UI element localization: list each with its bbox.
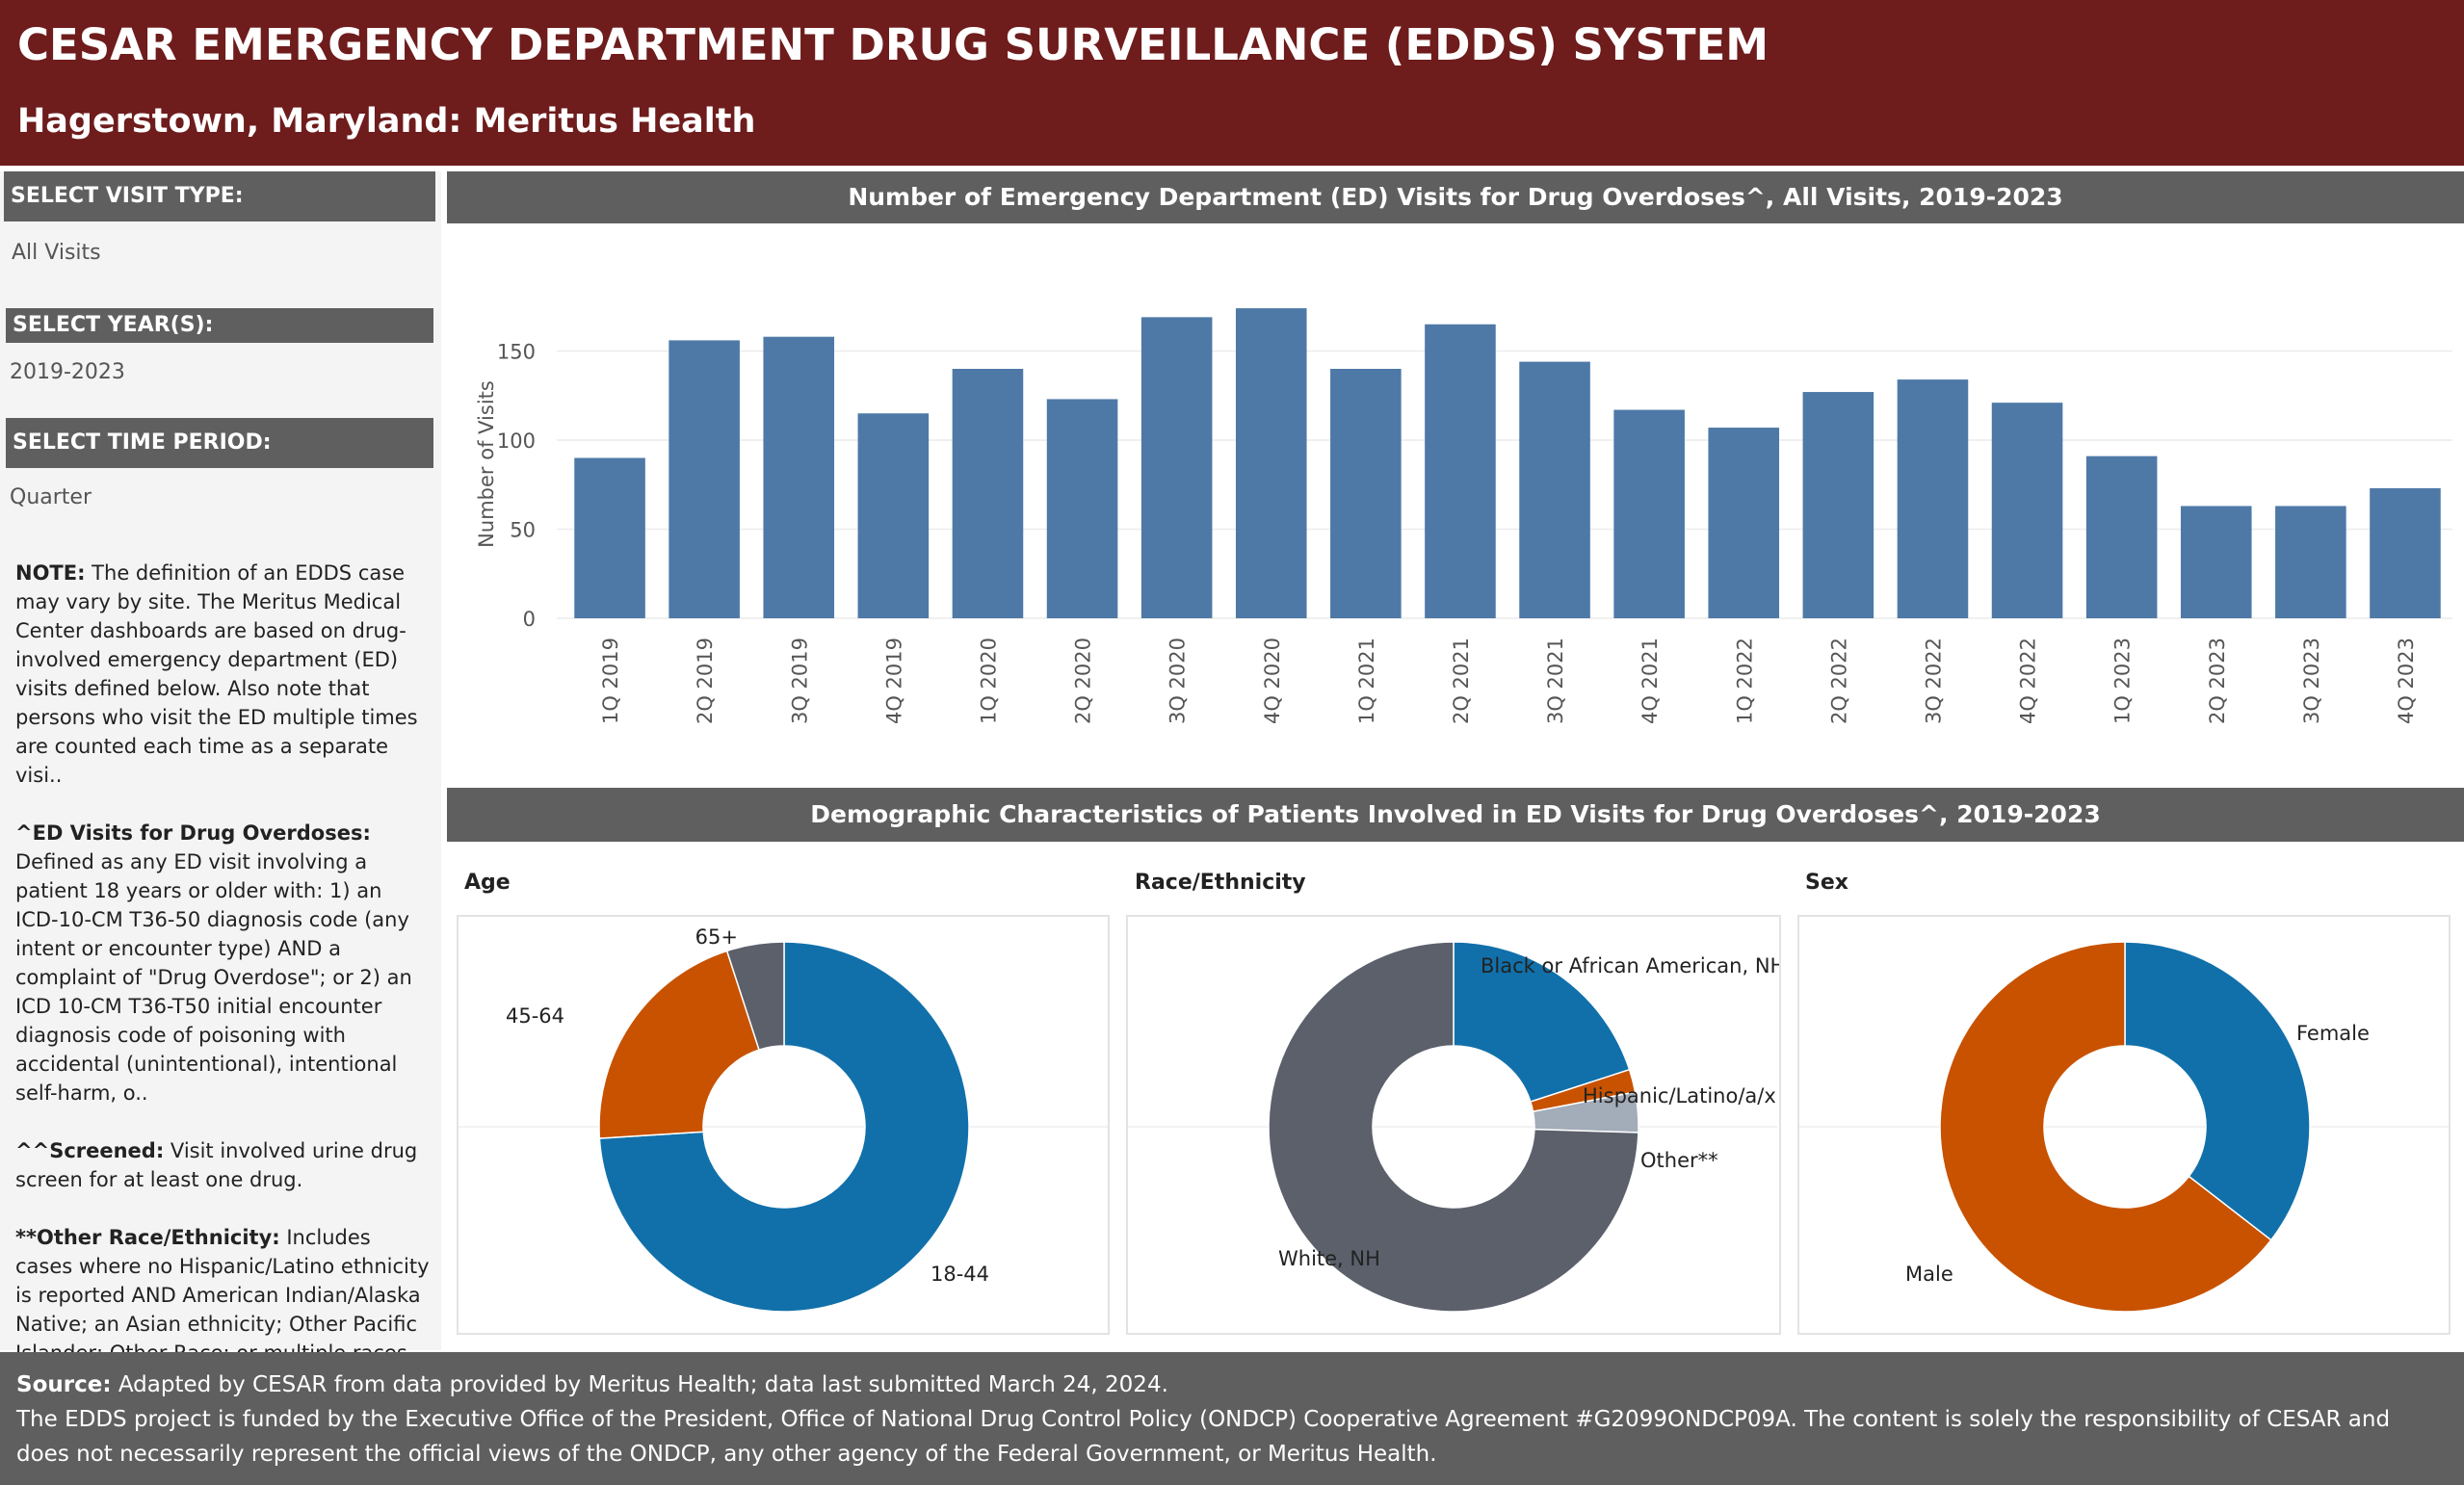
y-tick-label: 150 [497,341,536,364]
bar[interactable] [2180,506,2252,618]
visit-type-label: SELECT VISIT TYPE: [4,171,435,221]
sex-chart-label: Sex [1805,871,1848,895]
header-banner: CESAR EMERGENCY DEPARTMENT DRUG SURVEILL… [0,0,2464,166]
pie-slice[interactable] [1939,941,2272,1313]
years-label: SELECT YEAR(S): [6,308,433,343]
slice-label: Male [1905,1263,1953,1286]
age-chart-label: Age [464,871,511,895]
x-tick-label: 1Q 2019 [599,638,622,724]
bar[interactable] [1235,308,1307,618]
page-subtitle: Hagerstown, Maryland: Meritus Health [17,102,756,141]
x-tick-label: 1Q 2023 [2111,638,2135,724]
x-tick-label: 3Q 2021 [1544,638,1567,724]
slice-label: 18-44 [931,1263,989,1286]
slice-label: Female [2296,1022,2370,1045]
slice-label: Black or African American, NH [1481,954,1779,977]
slice-label: 45-64 [506,1004,564,1028]
pie-slice[interactable] [725,941,785,1052]
bar[interactable] [952,369,1024,618]
slice-label: Hispanic/Latino/a/x [1583,1084,1776,1107]
race-chart-label: Race/Ethnicity [1135,871,1306,895]
sex-donut-chart: Female Male [1799,941,2449,1313]
slice-label: Other** [1640,1149,1718,1172]
race-donut-chart: Black or African American, NH Hispanic/La… [1128,941,1785,1313]
footer: Source: Adapted by CESAR from data provi… [0,1352,2464,1485]
bar[interactable] [2370,487,2441,618]
bar[interactable] [1425,324,1496,618]
slice-label: White, NH [1278,1247,1380,1270]
pie-slice[interactable] [598,950,760,1139]
pie-slice[interactable] [2124,941,2311,1241]
x-tick-label: 3Q 2022 [1922,638,1945,724]
funding-note: The EDDS project is funded by the Execut… [16,1407,2391,1467]
x-tick-label: 1Q 2020 [977,638,1000,724]
race-chart-frame: Black or African American, NH Hispanic/La… [1126,915,1785,1335]
pie-slice[interactable] [598,941,970,1313]
bar[interactable] [1991,403,2063,618]
pie-slice[interactable] [1268,941,1639,1313]
x-tick-label: 2Q 2020 [1072,638,1095,724]
definitions-notes: NOTE: The definition of an EDDS case may… [15,559,430,1425]
age-chart-frame: 18-44 45-64 65+ [457,915,1110,1335]
sidebar [0,171,441,1350]
bar[interactable] [763,336,835,618]
x-tick-label: 3Q 2023 [2300,638,2323,724]
x-tick-label: 1Q 2022 [1733,638,1756,724]
note-paragraph: ^ED Visits for Drug Overdoses: Defined a… [15,821,412,1105]
x-tick-label: 4Q 2020 [1261,638,1284,724]
y-axis-label: Number of Visits [475,380,498,548]
bar[interactable] [1897,379,1969,618]
note-paragraph: NOTE: The definition of an EDDS case may… [15,561,418,787]
y-tick-label: 100 [497,430,536,453]
demographics-title: Demographic Characteristics of Patients … [447,788,2464,842]
x-tick-label: 4Q 2021 [1638,638,1662,724]
visit-type-select[interactable]: All Visits [12,241,101,265]
bar-chart: 0 50 100 150 Number of Visits 1Q 2019 2Q 2019 3… [475,308,2452,724]
bar[interactable] [857,413,930,618]
bar[interactable] [574,457,645,619]
x-tick-label: 2Q 2022 [1827,638,1850,724]
bar[interactable] [1140,317,1213,618]
age-donut-chart: 18-44 45-64 65+ [459,925,1108,1313]
x-tick-label: 2Q 2021 [1450,638,1473,724]
source-note: Source: Adapted by CESAR from data provi… [16,1372,1168,1397]
x-tick-label: 2Q 2023 [2206,638,2229,724]
note-paragraph: ^^Screened: Visit involved urine drug sc… [15,1139,418,1191]
bar[interactable] [1046,399,1118,618]
x-tick-label: 4Q 2019 [882,638,905,724]
x-tick-label: 1Q 2021 [1355,638,1378,724]
bar[interactable] [2275,506,2346,618]
pie-slice[interactable] [1453,941,1631,1103]
bar[interactable] [2085,456,2158,618]
y-tick-label: 50 [510,519,536,542]
bar[interactable] [1802,392,1874,618]
y-tick-label: 0 [523,608,536,631]
x-tick-label: 2Q 2019 [694,638,717,724]
slice-label: 65+ [695,925,738,949]
sex-chart-frame: Female Male [1797,915,2451,1335]
x-tick-label: 4Q 2023 [2395,638,2418,724]
time-period-select[interactable]: Quarter [10,485,92,509]
bar[interactable] [1708,428,1780,618]
bar[interactable] [1330,369,1402,618]
bar[interactable] [1613,409,1685,618]
bar-chart-title: Number of Emergency Department (ED) Visi… [447,171,2464,223]
time-period-label: SELECT TIME PERIOD: [6,418,433,468]
bar[interactable] [1519,361,1590,618]
x-tick-label: 3Q 2020 [1166,638,1190,724]
years-select[interactable]: 2019-2023 [10,360,125,384]
x-tick-label: 3Q 2019 [788,638,811,724]
x-tick-label: 4Q 2022 [2017,638,2040,724]
bar[interactable] [668,340,740,618]
page-title: CESAR EMERGENCY DEPARTMENT DRUG SURVEILL… [17,19,1769,70]
